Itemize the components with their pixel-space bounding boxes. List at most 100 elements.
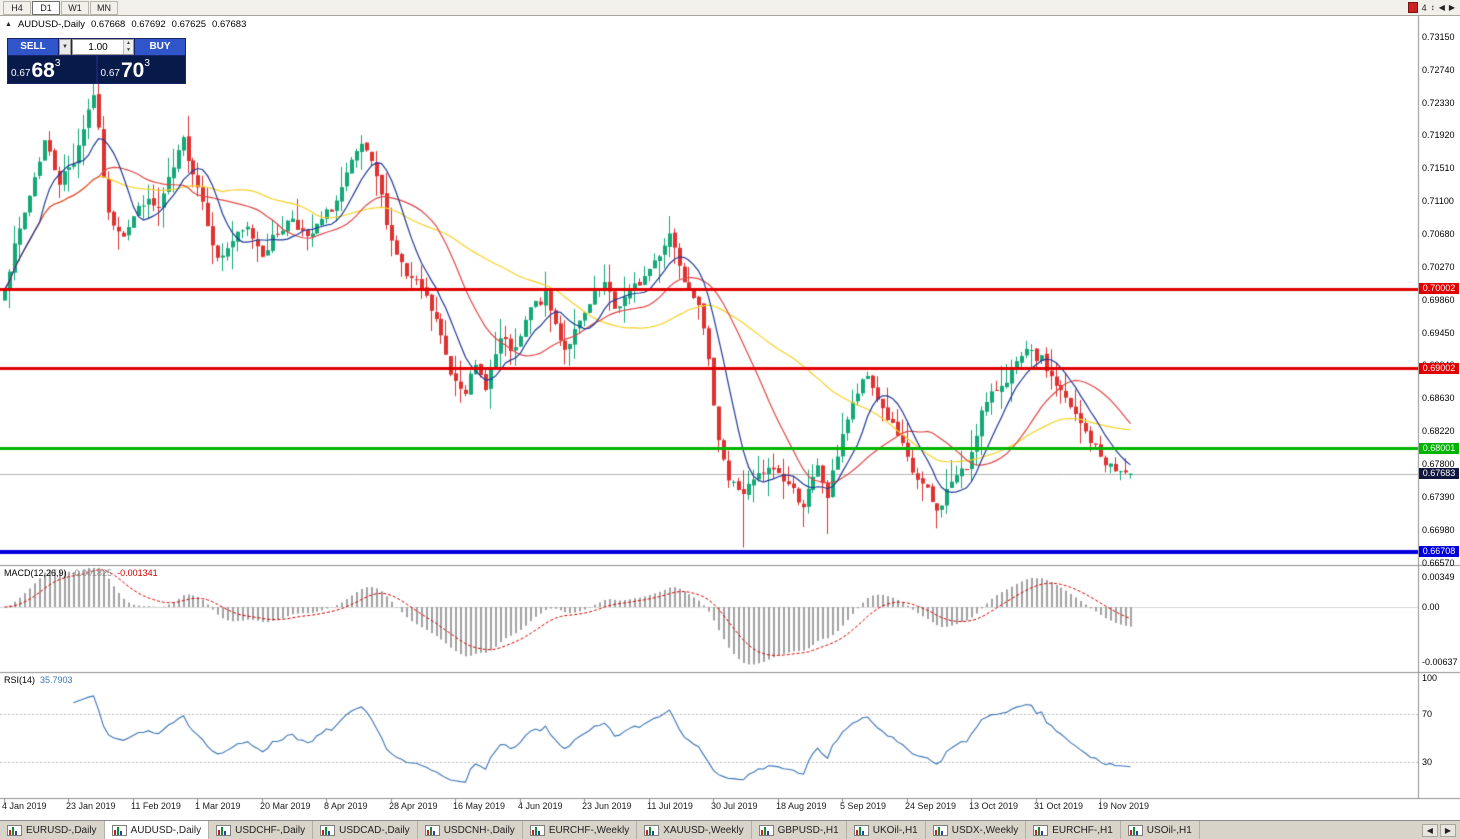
price-alert-icon[interactable] bbox=[1407, 2, 1418, 13]
ohlc-low-value: 0.67625 bbox=[171, 19, 207, 30]
collapse-panel-icon[interactable]: ▲ bbox=[5, 21, 12, 28]
chart-tab-label: USDCAD-,Daily bbox=[339, 824, 410, 836]
sell-button[interactable]: SELL bbox=[8, 39, 58, 55]
chart-tab-usoil-h1[interactable]: USOil-,H1 bbox=[1121, 821, 1200, 839]
chart-tab-icon bbox=[758, 824, 774, 836]
chart-tab-bar: EURUSD-,Daily AUDUSD-,Daily USDCHF-,Daily U… bbox=[0, 820, 1460, 839]
buy-button[interactable]: BUY bbox=[135, 39, 185, 55]
chart-tab-label: USDX-,Weekly bbox=[951, 824, 1019, 836]
price-scale-label: 0.70680 bbox=[1422, 229, 1455, 240]
macd-signal-value: -0.001341 bbox=[117, 568, 158, 578]
chart-symbol-label: AUDUSD-,Daily bbox=[17, 19, 85, 30]
updown-arrows-icon[interactable]: ↕ bbox=[1430, 3, 1435, 12]
price-scale-label: 0.68220 bbox=[1422, 425, 1455, 436]
ohlc-open-value: 0.67668 bbox=[90, 19, 126, 30]
macd-scale-label: 0.00349 bbox=[1422, 571, 1455, 582]
ohlc-high-value: 0.67692 bbox=[131, 19, 166, 30]
volume-field: ▲ ▼ bbox=[72, 39, 134, 55]
chart-tab-eurchf-weekly[interactable]: EURCHF-,Weekly bbox=[523, 821, 638, 839]
rsi-scale-label: 70 bbox=[1422, 709, 1433, 719]
timeframe-mn-button[interactable]: MN bbox=[90, 0, 118, 15]
tabs-scroll-right-button[interactable]: ▶ bbox=[1439, 823, 1456, 837]
price-scale-label: 0.72740 bbox=[1422, 64, 1455, 75]
hline-price-badge[interactable]: 0.69002 bbox=[1419, 362, 1459, 374]
buy-price-point: 3 bbox=[144, 58, 150, 69]
date-axis-label: 28 Apr 2019 bbox=[389, 801, 438, 811]
chart-tab-usdcnh-daily[interactable]: USDCNH-,Daily bbox=[418, 821, 523, 839]
price-scale-label: 0.71510 bbox=[1422, 163, 1455, 174]
timeframe-buttons: H4 D1 W1 MN bbox=[0, 0, 118, 15]
date-axis-label: 30 Jul 2019 bbox=[711, 801, 758, 811]
volume-preset-dropdown[interactable]: ▼ bbox=[59, 39, 71, 55]
timeframe-h4-button[interactable]: H4 bbox=[3, 0, 31, 15]
date-axis-label: 24 Sep 2019 bbox=[905, 801, 957, 811]
date-axis-label: 13 Oct 2019 bbox=[969, 801, 1019, 811]
date-axis-label: 8 Apr 2019 bbox=[324, 801, 368, 811]
current-price-badge: 0.67683 bbox=[1419, 468, 1459, 480]
chart-title: ▲ AUDUSD-,Daily 0.67668 0.67692 0.67625 … bbox=[5, 19, 246, 30]
hline-price-badge[interactable]: 0.68001 bbox=[1419, 442, 1459, 454]
rsi-value: 35.7903 bbox=[40, 675, 73, 685]
chart-tabs: EURUSD-,Daily AUDUSD-,Daily USDCHF-,Daily U… bbox=[0, 821, 1200, 839]
scroll-right-icon[interactable]: ▶ bbox=[1448, 3, 1455, 12]
hline-price-badge[interactable]: 0.70002 bbox=[1419, 283, 1459, 295]
chart-tab-label: EURCHF-,Weekly bbox=[548, 824, 630, 836]
chart-tab-icon bbox=[111, 824, 127, 836]
chart-tab-eurchf-h1[interactable]: EURCHF-,H1 bbox=[1026, 821, 1121, 839]
macd-scale-label: -0.00637 bbox=[1422, 656, 1458, 667]
chart-tab-ukoil-h1[interactable]: UKOil-,H1 bbox=[847, 821, 926, 839]
price-scale-label: 0.66570 bbox=[1422, 557, 1455, 568]
price-scale-label: 0.67390 bbox=[1422, 492, 1455, 503]
timeframe-d1-button[interactable]: D1 bbox=[32, 0, 60, 15]
buy-price-display: 0.67 70 3 bbox=[97, 56, 185, 83]
date-axis-label: 18 Aug 2019 bbox=[776, 801, 827, 811]
price-scale-label: 0.68630 bbox=[1422, 393, 1455, 404]
price-scale-label: 0.71920 bbox=[1422, 130, 1455, 141]
price-scale-label: 0.67800 bbox=[1422, 459, 1455, 470]
date-axis-label: 5 Sep 2019 bbox=[840, 801, 887, 811]
price-chart-canvas[interactable] bbox=[0, 0, 1460, 820]
hline-price-badge[interactable]: 0.66708 bbox=[1419, 546, 1459, 558]
date-axis-label: 31 Oct 2019 bbox=[1034, 801, 1084, 811]
rsi-scale-label: 100 bbox=[1422, 673, 1438, 683]
chart-tab-usdcad-daily[interactable]: USDCAD-,Daily bbox=[313, 821, 418, 839]
price-scale-label: 0.71100 bbox=[1422, 195, 1454, 206]
price-scale-label: 0.72330 bbox=[1422, 97, 1455, 108]
chart-tab-label: USOil-,H1 bbox=[1146, 824, 1192, 836]
chart-tab-audusd-daily[interactable]: AUDUSD-,Daily bbox=[104, 821, 210, 839]
chart-tab-label: USDCHF-,Daily bbox=[235, 824, 306, 836]
chart-tab-xauusd-weekly[interactable]: XAUUSD-,Weekly bbox=[637, 821, 752, 839]
volume-increase-button[interactable]: ▲ bbox=[124, 40, 133, 47]
tabs-scroll-left-button[interactable]: ◀ bbox=[1421, 823, 1438, 837]
timeframe-toolbar: H4 D1 W1 MN 4 ↕ ◀ ▶ bbox=[0, 0, 1460, 16]
tab-scroll-controls: ◀ ▶ bbox=[1421, 821, 1460, 839]
macd-indicator-label: MACD(12,26,9) -0.001825 -0.001341 bbox=[4, 568, 158, 578]
chart-tab-icon bbox=[644, 824, 660, 836]
date-axis-label: 16 May 2019 bbox=[453, 801, 506, 811]
date-axis-label: 11 Jul 2019 bbox=[647, 801, 693, 811]
scroll-left-icon[interactable]: ◀ bbox=[1438, 3, 1445, 12]
chart-tab-label: AUDUSD-,Daily bbox=[130, 824, 202, 836]
chart-tab-usdx-weekly[interactable]: USDX-,Weekly bbox=[926, 821, 1027, 839]
chart-tab-icon bbox=[7, 824, 22, 836]
chart-tab-gbpusd-h1[interactable]: GBPUSD-,H1 bbox=[752, 821, 847, 839]
chart-tab-label: UKOil-,H1 bbox=[872, 824, 918, 836]
volume-decrease-button[interactable]: ▼ bbox=[124, 47, 133, 54]
chart-tab-usdchf-daily[interactable]: USDCHF-,Daily bbox=[209, 821, 314, 839]
chart-tab-label: EURCHF-,H1 bbox=[1052, 824, 1113, 836]
date-axis-label: 23 Jun 2019 bbox=[582, 801, 632, 811]
chart-tab-icon bbox=[853, 824, 869, 836]
timeframe-w1-button[interactable]: W1 bbox=[61, 0, 89, 15]
date-axis-label: 4 Jan 2019 bbox=[2, 801, 47, 811]
price-scale-label: 0.70270 bbox=[1422, 262, 1455, 273]
price-scale-label: 0.66980 bbox=[1422, 524, 1455, 535]
volume-input[interactable] bbox=[73, 40, 123, 54]
chart-tab-label: XAUUSD-,Weekly bbox=[663, 824, 744, 836]
chart-tab-eurusd-daily[interactable]: EURUSD-,Daily bbox=[0, 821, 105, 839]
chart-tab-icon bbox=[529, 824, 545, 836]
sell-price-prefix: 0.67 bbox=[11, 68, 31, 79]
rsi-scale-label: 30 bbox=[1422, 757, 1433, 767]
price-scale-label: 0.69450 bbox=[1422, 327, 1455, 338]
chart-tab-icon bbox=[1033, 824, 1049, 836]
